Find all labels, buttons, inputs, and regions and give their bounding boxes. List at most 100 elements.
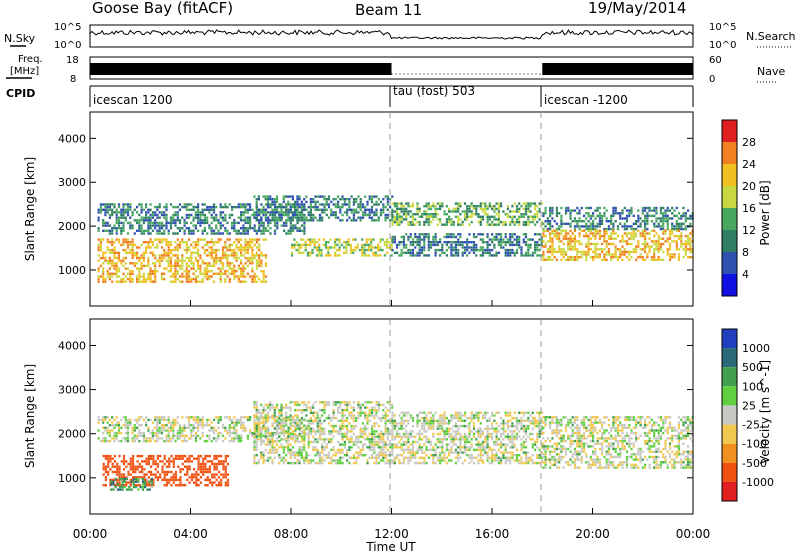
power-echo-cell: [635, 227, 638, 231]
power-echo-cell: [479, 254, 482, 257]
velocity-echo-cell: [244, 429, 247, 432]
power-echo-cell: [102, 251, 105, 254]
power-echo-cell: [210, 275, 213, 278]
power-echo-cell: [357, 205, 360, 209]
velocity-echo-cell: [172, 421, 175, 424]
velocity-echo-cell: [359, 427, 362, 430]
power-echo-cell: [653, 253, 656, 256]
velocity-echo-cell: [190, 424, 193, 427]
power-echo-cell: [309, 241, 312, 244]
power-echo-cell: [97, 211, 100, 214]
power-echo-cell: [304, 241, 307, 244]
velocity-echo-cell: [323, 401, 326, 404]
power-echo-cell: [472, 241, 476, 244]
power-echo-cell: [569, 209, 572, 212]
power-colorbar-swatch: [722, 164, 737, 186]
power-echo-cell: [675, 227, 678, 231]
power-echo-cell: [117, 221, 121, 225]
velocity-echo-cell: [359, 432, 362, 436]
power-echo-cell: [513, 251, 516, 254]
power-echo-cell: [377, 203, 380, 206]
power-echo-cell: [108, 205, 111, 209]
power-echo-cell: [607, 234, 610, 238]
power-echo-cell: [352, 211, 355, 214]
power-echo-cell: [111, 213, 114, 217]
power-echo-cell: [219, 211, 222, 214]
velocity-echo-cell: [154, 434, 157, 437]
velocity-echo-cell: [235, 421, 238, 424]
power-echo-cell: [427, 238, 430, 241]
power-echo-cell: [188, 280, 191, 283]
velocity-echo-cell: [289, 409, 292, 412]
velocity-echo-cell: [154, 476, 157, 479]
velocity-echo-cell: [282, 416, 285, 420]
power-echo-cell: [653, 206, 656, 210]
power-echo-cell: [255, 229, 258, 232]
power-echo-cell: [201, 238, 204, 241]
power-echo-cell: [491, 220, 494, 224]
power-echo-cell: [169, 264, 173, 268]
velocity-echo-cell: [104, 468, 107, 471]
power-echo-cell: [414, 241, 417, 244]
power-echo-cell: [297, 251, 300, 254]
power-echo-cell: [231, 267, 234, 270]
power-echo-cell: [500, 238, 503, 241]
power-echo-cell: [630, 227, 633, 231]
power-echo-cell: [511, 235, 514, 239]
power-echo-cell: [511, 243, 514, 247]
power-echo-cell: [194, 243, 197, 247]
power-echo-cell: [527, 251, 530, 254]
power-echo-cell: [108, 256, 111, 260]
power-echo-cell: [372, 251, 375, 254]
power-echo-cell: [605, 220, 608, 223]
power-echo-cell: [215, 232, 218, 235]
power-echo-cell: [257, 198, 260, 201]
power-echo-cell: [527, 218, 530, 221]
power-echo-cell: [511, 241, 514, 244]
power-echo-cell: [655, 225, 658, 228]
velocity-echo-cell: [237, 421, 240, 424]
power-echo-cell: [246, 221, 249, 225]
velocity-echo-cell: [97, 429, 100, 432]
power-echo-cell: [264, 275, 268, 278]
velocity-echo-cell: [350, 414, 353, 417]
velocity-echo-cell: [291, 461, 294, 465]
power-echo-cell: [147, 243, 150, 247]
power-echo-cell: [280, 224, 283, 227]
power-echo-cell: [675, 234, 678, 238]
power-echo-cell: [513, 238, 516, 241]
power-echo-cell: [122, 238, 125, 241]
power-echo-cell: [573, 242, 577, 246]
power-echo-cell: [439, 202, 442, 205]
power-echo-cell: [355, 200, 358, 204]
power-echo-cell: [224, 280, 227, 283]
power-echo-cell: [169, 216, 173, 219]
power-echo-cell: [603, 248, 606, 251]
power-echo-cell: [520, 213, 523, 216]
velocity-echo-cell: [156, 437, 159, 440]
power-echo-cell: [215, 254, 218, 257]
velocity-echo-cell: [352, 401, 355, 404]
power-echo-cell: [219, 227, 222, 230]
power-echo-cell: [321, 211, 324, 214]
velocity-echo-cell: [240, 418, 243, 422]
power-echo-cell: [244, 256, 247, 260]
power-echo-cell: [666, 217, 669, 220]
power-echo-cell: [564, 250, 568, 254]
power-echo-cell: [176, 238, 179, 241]
power-echo-cell: [117, 256, 121, 260]
power-echo-cell: [603, 237, 606, 240]
power-echo-cell: [282, 198, 285, 201]
velocity-echo-cell: [273, 409, 276, 412]
power-echo-cell: [359, 216, 362, 219]
velocity-echo-cell: [174, 457, 178, 460]
velocity-echo-cell: [377, 456, 380, 459]
power-echo-cell: [459, 223, 462, 226]
power-echo-cell: [576, 258, 579, 261]
noise-left-tick-bottom: 10^0: [54, 40, 81, 51]
power-echo-cell: [610, 234, 613, 238]
power-echo-cell: [275, 205, 279, 209]
velocity-echo-cell: [269, 434, 272, 437]
power-echo-cell: [244, 243, 247, 247]
velocity-echo-cell: [309, 409, 312, 412]
